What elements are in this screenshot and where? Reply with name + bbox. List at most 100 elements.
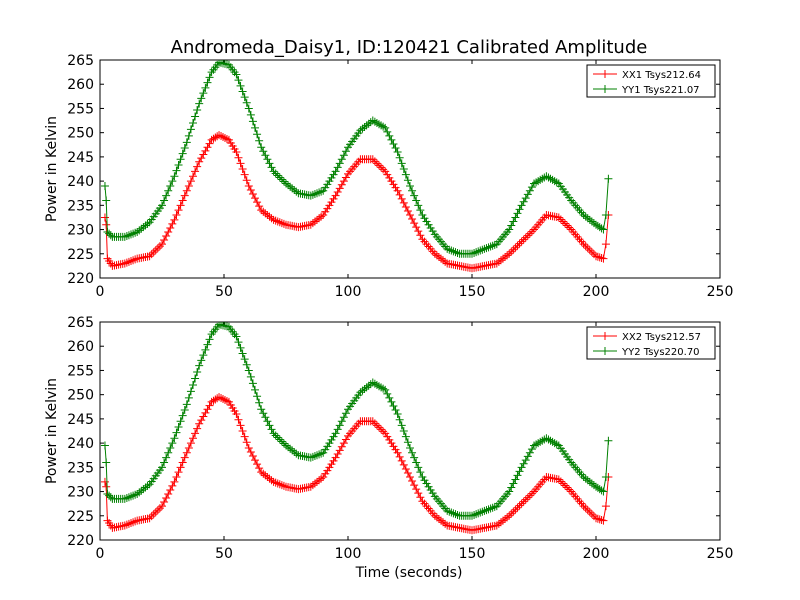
data-point-marker: [197, 94, 206, 103]
data-point-marker: [186, 125, 195, 134]
data-point-marker: [160, 498, 169, 507]
data-point-marker: [331, 191, 340, 200]
y-tick-label: 250: [67, 126, 94, 142]
data-point-marker: [166, 223, 175, 232]
data-point-marker: [100, 213, 109, 222]
data-point-marker: [217, 394, 226, 403]
legend-label: XX2 Tsys212.57: [622, 332, 701, 343]
data-point-marker: [558, 217, 567, 226]
data-point-marker: [478, 245, 487, 254]
data-point-marker: [122, 520, 131, 529]
data-point-marker: [319, 211, 328, 220]
data-point-marker: [604, 174, 613, 183]
data-point-marker: [523, 493, 532, 502]
data-point-marker: [554, 213, 563, 222]
data-point-marker: [222, 396, 231, 405]
data-point-marker: [507, 221, 516, 230]
data-point-marker: [232, 70, 241, 79]
data-point-marker: [261, 151, 270, 160]
data-point-marker: [199, 150, 208, 159]
data-point-marker: [176, 463, 185, 472]
data-point-marker: [544, 435, 553, 444]
data-point-marker: [585, 477, 594, 486]
data-point-marker: [162, 232, 171, 241]
data-point-marker: [269, 477, 278, 486]
data-point-marker: [308, 190, 317, 199]
data-point-marker: [451, 248, 460, 257]
y-tick-label: 230: [67, 223, 94, 239]
data-point-marker: [341, 147, 350, 156]
data-point-marker: [439, 256, 448, 265]
data-point-marker: [170, 172, 179, 181]
data-point-marker: [193, 106, 202, 115]
data-point-marker: [385, 393, 394, 402]
data-point-marker: [393, 410, 402, 419]
data-point-marker: [180, 191, 189, 200]
data-point-marker: [563, 483, 572, 492]
y-tick-label: 235: [67, 198, 94, 214]
data-point-marker: [321, 183, 330, 192]
data-point-marker: [246, 447, 255, 456]
data-point-marker: [381, 167, 390, 176]
data-point-marker: [284, 181, 293, 190]
data-point-marker: [521, 456, 530, 465]
data-point-marker: [583, 476, 592, 485]
data-point-marker: [308, 452, 317, 461]
data-point-marker: [220, 133, 229, 142]
series-layer: [100, 322, 613, 535]
data-point-marker: [601, 211, 610, 220]
data-point-marker: [321, 469, 330, 478]
data-point-marker: [389, 442, 398, 451]
data-point-marker: [133, 489, 142, 498]
data-point-marker: [178, 149, 187, 158]
data-point-marker: [329, 170, 338, 179]
data-point-marker: [496, 518, 505, 527]
data-point-marker: [527, 183, 536, 192]
data-point-marker: [476, 508, 485, 517]
data-point-marker: [131, 255, 140, 264]
data-point-marker: [521, 233, 530, 242]
data-point-marker: [360, 123, 369, 132]
data-point-marker: [412, 223, 421, 232]
y-tick-label: 250: [67, 388, 94, 404]
data-point-marker: [420, 214, 429, 223]
data-point-marker: [265, 474, 274, 483]
data-point-marker: [434, 253, 443, 262]
data-point-marker: [358, 386, 367, 395]
data-point-marker: [164, 186, 173, 195]
data-point-marker: [410, 481, 419, 490]
data-point-marker: [151, 246, 160, 255]
data-point-marker: [532, 178, 541, 187]
data-point-marker: [313, 477, 321, 486]
data-point-marker: [401, 432, 410, 441]
data-point-marker: [333, 450, 342, 459]
y-tick-label: 240: [67, 174, 94, 190]
data-point-marker: [319, 448, 328, 457]
data-point-marker: [403, 206, 412, 215]
data-point-marker: [129, 518, 138, 527]
data-point-marker: [263, 417, 272, 426]
data-point-marker: [331, 167, 340, 176]
data-point-marker: [339, 439, 348, 448]
data-point-marker: [372, 118, 381, 127]
data-point-marker: [527, 227, 536, 236]
data-point-marker: [147, 250, 156, 259]
data-point-marker: [525, 186, 534, 195]
data-point-marker: [277, 175, 286, 184]
data-point-marker: [315, 476, 324, 485]
data-point-marker: [430, 511, 439, 520]
data-point-marker: [375, 423, 383, 432]
data-point-marker: [102, 196, 111, 205]
data-point-marker: [486, 242, 495, 251]
data-point-marker: [546, 436, 555, 445]
data-point-marker: [149, 510, 158, 519]
data-point-marker: [377, 425, 386, 434]
data-point-marker: [288, 184, 297, 193]
data-point-marker: [515, 467, 524, 476]
data-point-marker: [106, 493, 115, 502]
data-point-marker: [525, 448, 534, 457]
data-point-marker: [341, 173, 350, 182]
data-point-marker: [488, 503, 497, 512]
data-point-marker: [255, 202, 264, 211]
